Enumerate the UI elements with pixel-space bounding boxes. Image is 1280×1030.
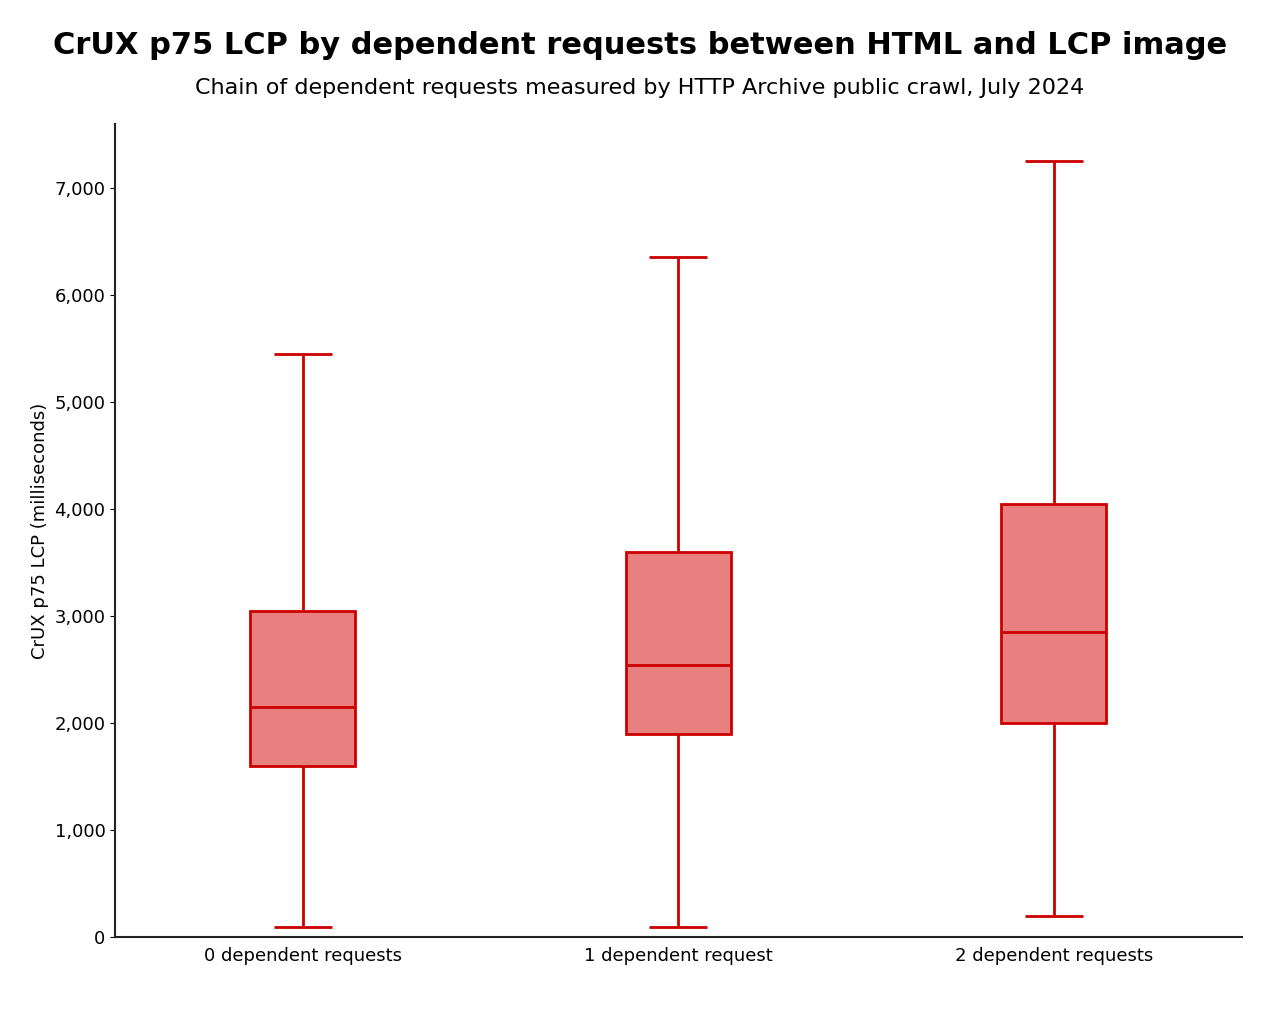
Text: CrUX p75 LCP by dependent requests between HTML and LCP image: CrUX p75 LCP by dependent requests betwe… [52,31,1228,60]
Bar [1001,504,1106,723]
Bar [626,552,731,733]
Bar [251,611,356,766]
Text: Chain of dependent requests measured by HTTP Archive public crawl, July 2024: Chain of dependent requests measured by … [196,77,1084,98]
Y-axis label: CrUX p75 LCP (milliseconds): CrUX p75 LCP (milliseconds) [31,403,49,658]
